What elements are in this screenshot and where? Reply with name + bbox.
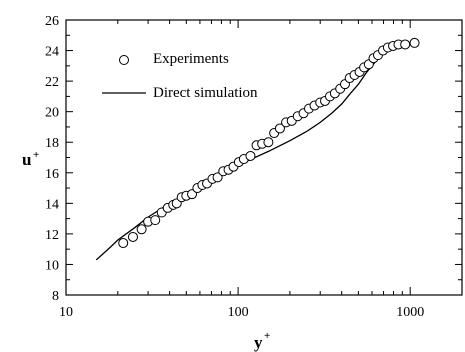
legend-label-experiments: Experiments [153,51,229,67]
x-tick-label: 1000 [396,305,424,320]
experiment-points [118,37,420,249]
experiment-point [400,39,411,50]
y-tick-label: 10 [45,258,59,273]
y-tick-label: 12 [45,228,59,243]
experiment-point [150,215,161,226]
y-tick-label: 24 [45,45,59,60]
experiment-point [263,137,274,148]
x-tick-label: 10 [59,305,73,320]
legend-marker-experiments [119,55,129,65]
x-tick-label: 100 [228,305,249,320]
experiment-point [245,150,256,161]
legend: Experiments Direct simulation [102,51,258,101]
experiment-point [118,238,129,249]
legend-label-simulation: Direct simulation [153,85,258,101]
y-tick-label: 26 [45,14,59,29]
x-axis-title: y [254,333,263,352]
experiment-point [409,37,420,48]
axis-ticks [65,19,462,296]
y-tick-label: 8 [52,289,59,304]
y-axis-title-superscript: + [33,149,39,161]
x-axis-title-superscript: + [264,330,270,342]
y-tick-label: 14 [45,197,59,212]
experiment-point [212,172,223,183]
experiment-point [274,123,285,134]
y-tick-label: 16 [45,167,59,182]
experiment-point [136,224,147,235]
y-tick-label: 18 [45,136,59,151]
y-tick-label: 20 [45,106,59,121]
experiment-point [127,231,138,242]
y-tick-label: 22 [45,75,59,90]
y-axis-title: u [22,150,31,169]
